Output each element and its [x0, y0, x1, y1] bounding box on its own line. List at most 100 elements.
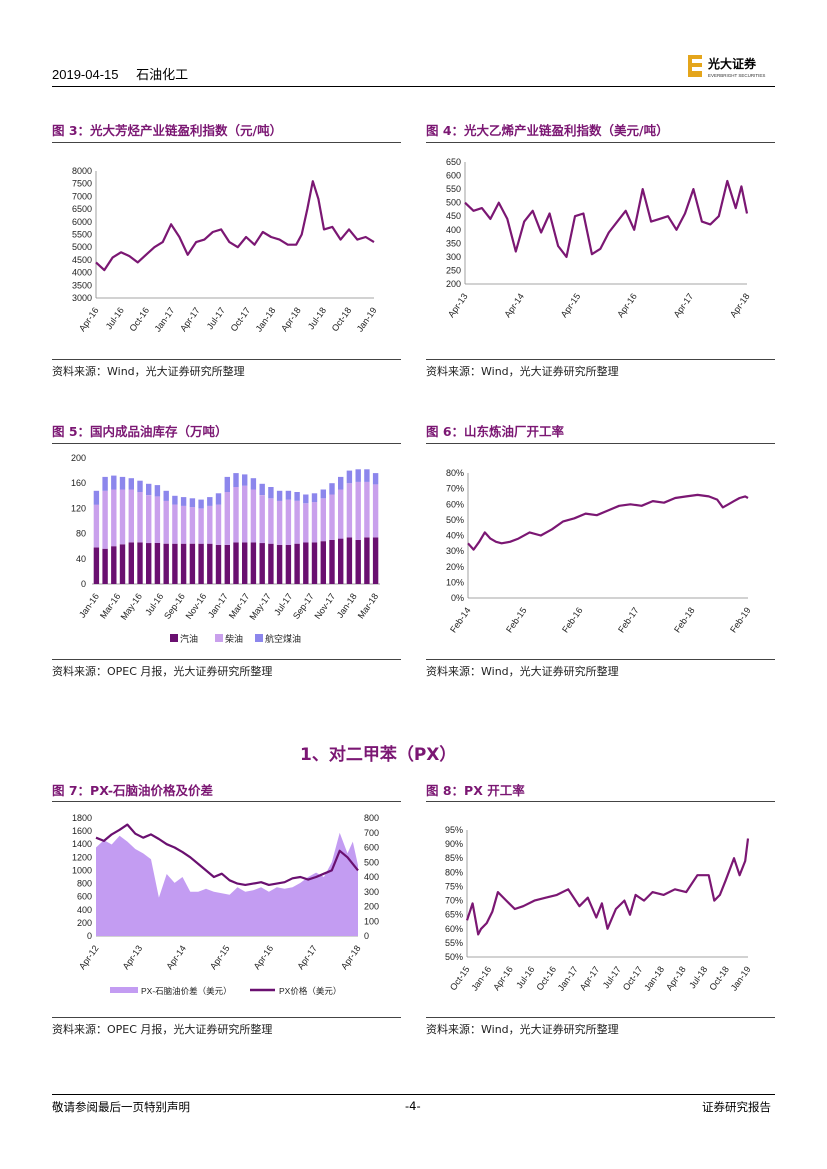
fig5-x-tick: Mar-18 [356, 591, 381, 620]
fig5-bar-jet-fuel [128, 478, 134, 490]
fig8-y-tick: 85% [445, 853, 463, 863]
fig5-bar-jet-fuel [276, 490, 283, 501]
fig5-bar-jet-fuel [189, 498, 196, 508]
fig5-bar-gasoline [372, 537, 379, 584]
fig6-y-tick: 20% [446, 562, 464, 572]
fig5-x-tick: May-17 [247, 591, 272, 621]
fig7-title: 图 7：PX-石脑油价格及价差 [52, 783, 214, 798]
fig7-y-tick: 1400 [72, 839, 92, 849]
fig5-y-tick: 120 [71, 503, 86, 513]
fig4-x-tick: Apr-14 [502, 291, 526, 319]
fig6-rule [426, 443, 775, 444]
fig8-x-tick: Jul-17 [601, 964, 623, 990]
fig7-y-tick: 0 [87, 931, 92, 941]
fig4-y-tick: 550 [446, 184, 461, 194]
fig5-bar-diesel [146, 495, 152, 544]
fig5-bar-gasoline [268, 543, 274, 584]
page-number: -4- [405, 1099, 421, 1113]
fig5-bar-jet-fuel [346, 470, 353, 484]
fig5-bar-gasoline [215, 544, 222, 584]
fig8-x-tick: Apr-17 [578, 964, 602, 992]
fig6-y-tick: 40% [446, 531, 464, 541]
fig5-legend-swatch [170, 634, 178, 642]
fig7-bottom-rule [52, 1017, 401, 1018]
fig5-x-tick: Jul-17 [272, 591, 294, 617]
fig5-bar-diesel [119, 489, 126, 545]
fig4-series-line [464, 179, 749, 258]
fig5-bar-jet-fuel [102, 476, 108, 491]
fig5-bar-gasoline [198, 543, 204, 584]
fig5-bar-jet-fuel [329, 483, 335, 495]
fig3-y-tick: 7000 [72, 191, 92, 201]
fig5-bar-diesel [102, 490, 108, 549]
section-heading: 1、对二甲苯（PX） [300, 745, 457, 765]
fig5-bar-jet-fuel [320, 489, 326, 499]
fig7-right-y-tick: 200 [364, 902, 379, 912]
fig7-rule [52, 801, 401, 802]
fig5-bar-diesel [93, 504, 100, 548]
fig7-px-price-line [95, 823, 359, 886]
fig3-x-tick: Oct-18 [330, 305, 354, 333]
fig3-rule [52, 142, 401, 143]
fig4-y-tick: 300 [446, 252, 461, 262]
fig6-x-tick: Feb-17 [616, 605, 641, 634]
fig5-bar-jet-fuel [163, 490, 169, 501]
fig7-right-y-tick: 0 [364, 931, 369, 941]
fig7-y-tick: 1200 [72, 852, 92, 862]
fig5-bar-diesel [233, 487, 239, 543]
fig5-bar-jet-fuel [180, 497, 187, 506]
fig5-x-tick: May-16 [119, 591, 144, 621]
fig7-right-y-tick: 300 [364, 887, 379, 897]
fig5-bar-diesel [180, 505, 187, 544]
fig6-bottom-rule [426, 659, 775, 660]
fig8-source: 资料来源：Wind，光大证券研究所整理 [426, 1023, 619, 1036]
fig5-bar-jet-fuel [250, 478, 257, 490]
fig5-bar-jet-fuel [311, 493, 318, 503]
fig3-bottom-rule [52, 359, 401, 360]
fig8-x-tick: Apr-18 [664, 964, 688, 992]
fig5-legend-swatch [255, 634, 263, 642]
fig5-bar-diesel [346, 483, 353, 538]
fig3-y-tick: 4500 [72, 255, 92, 265]
report-date: 2019-04-15 石油化工 [52, 64, 188, 83]
fig5-bar-gasoline [111, 546, 117, 584]
fig5-x-tick: Sep-16 [162, 591, 187, 621]
fig3-title: 图 3：光大芳烃产业链盈利指数（元/吨） [52, 123, 283, 138]
fig5-bar-gasoline [346, 537, 353, 584]
fig6-x-tick: Feb-14 [448, 605, 473, 634]
fig5-bar-jet-fuel [119, 476, 126, 490]
fig5-bar-gasoline [180, 543, 187, 584]
fig3-x-tick: Jul-17 [205, 305, 227, 331]
fig8-y-tick: 65% [445, 910, 463, 920]
fig8-rule [426, 801, 775, 802]
fig5-bar-jet-fuel [198, 499, 204, 509]
fig5-bar-diesel [259, 495, 265, 544]
fig5-bar-jet-fuel [224, 476, 230, 492]
fig5-bar-gasoline [224, 544, 230, 584]
fig4-source: 资料来源：Wind，光大证券研究所整理 [426, 365, 619, 378]
fig8-x-tick: Oct-18 [707, 964, 731, 992]
fig5-bar-jet-fuel [285, 490, 292, 500]
fig5-bar-gasoline [119, 544, 126, 584]
fig5-bar-diesel [189, 507, 196, 544]
fig5-bar-diesel [372, 484, 379, 538]
fig7-y-tick: 1000 [72, 865, 92, 875]
fig7-y-tick: 400 [77, 905, 92, 915]
fig4-y-tick: 400 [446, 225, 461, 235]
fig6-source: 资料来源：Wind，光大证券研究所整理 [426, 665, 619, 678]
fig6-x-tick: Feb-15 [504, 605, 529, 634]
fig6-y-tick: 70% [446, 484, 464, 494]
fig5-bar-jet-fuel [111, 475, 117, 490]
fig5-bar-gasoline [311, 542, 318, 584]
fig5-bar-diesel [172, 504, 178, 544]
fig8-series-line [465, 838, 750, 936]
fig5-bar-jet-fuel [338, 476, 344, 490]
fig5-bar-gasoline [207, 543, 213, 584]
fig6-y-tick: 0% [451, 593, 464, 603]
fig4-y-tick: 450 [446, 211, 461, 221]
fig5-bar-gasoline [137, 542, 143, 584]
fig5-bar-jet-fuel [355, 469, 361, 482]
fig4-x-tick: Apr-17 [672, 291, 696, 319]
fig6-x-tick: Feb-16 [560, 605, 585, 634]
